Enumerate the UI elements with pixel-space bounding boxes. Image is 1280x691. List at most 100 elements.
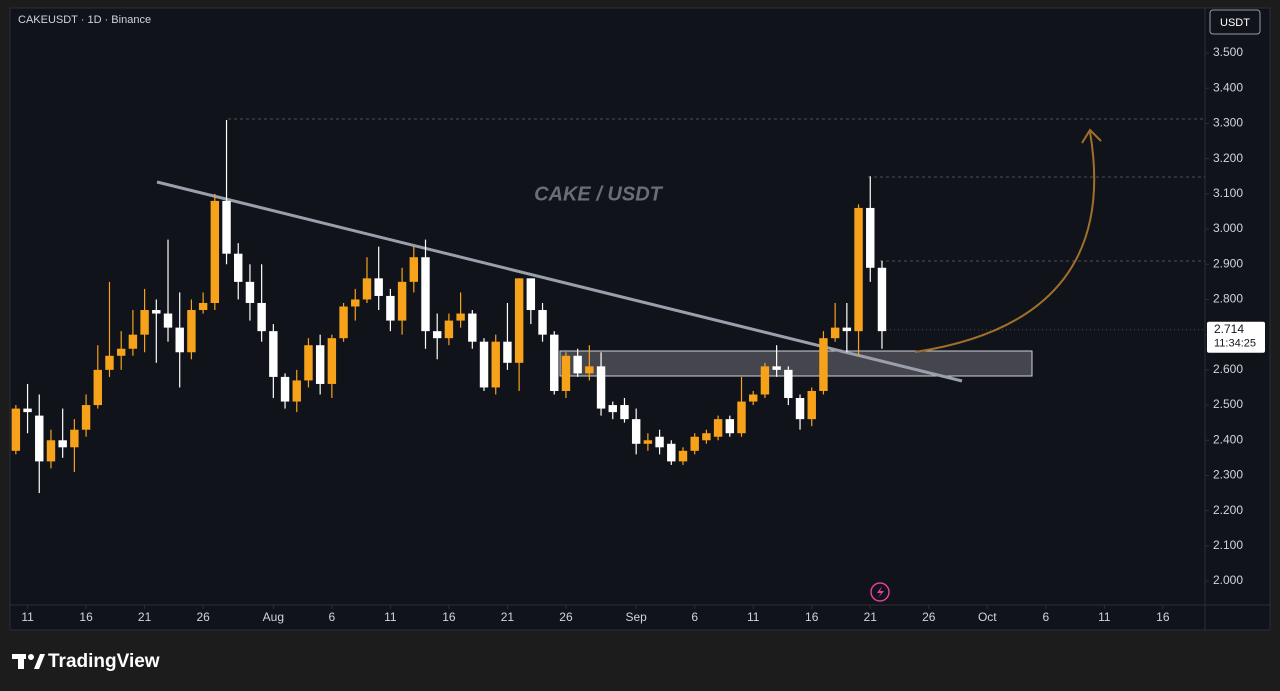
- candle-body: [866, 207, 875, 268]
- currency-label[interactable]: USDT: [1220, 17, 1250, 29]
- candle-body: [655, 436, 664, 448]
- y-tick-label: 3.400: [1213, 80, 1243, 94]
- candle-body: [116, 348, 126, 356]
- brand: TradingView: [48, 651, 160, 672]
- x-tick-label: 21: [138, 610, 152, 624]
- candle-body: [479, 341, 489, 388]
- chart-title: CAKEUSDT · 1D · Binance: [18, 14, 151, 26]
- candle-body: [749, 394, 758, 402]
- y-tick-label: 2.100: [1213, 538, 1243, 552]
- candle-body: [503, 341, 512, 363]
- candle-body: [70, 429, 79, 448]
- candle-body: [830, 327, 840, 339]
- chart-frame: [9, 7, 1271, 631]
- last-price-box: [1207, 321, 1265, 353]
- candle-body: [292, 380, 301, 402]
- candle-body: [128, 334, 138, 349]
- candle-body: [11, 408, 21, 451]
- x-tick-label: 6: [691, 610, 698, 624]
- candle-body: [643, 440, 653, 444]
- candle-body: [81, 405, 91, 430]
- y-tick-label: 2.800: [1213, 292, 1243, 306]
- y-tick-label: 2.200: [1213, 503, 1243, 517]
- candle-body: [784, 369, 793, 399]
- y-tick-label: 2.600: [1213, 362, 1243, 376]
- candle-body: [690, 436, 699, 451]
- logo-part: [18, 654, 24, 669]
- candle-body: [678, 450, 688, 462]
- candle-body: [421, 257, 430, 332]
- x-tick-label: 6: [1042, 610, 1049, 624]
- candle-body: [468, 313, 477, 342]
- projection-arrow: [914, 131, 1096, 353]
- x-tick-label: 11: [384, 610, 397, 624]
- candle-body: [140, 310, 149, 335]
- candle-body: [538, 310, 547, 335]
- candle-body: [315, 345, 325, 384]
- y-tick-label: 3.300: [1213, 116, 1243, 130]
- candle-body: [46, 440, 56, 462]
- trend-line: [156, 180, 963, 383]
- x-tick-label: 26: [559, 610, 573, 624]
- support-zone: [559, 350, 1033, 377]
- x-tick-label: 11: [21, 610, 34, 624]
- candle-body: [631, 419, 641, 444]
- candle-body: [561, 355, 571, 391]
- candle-body: [374, 278, 383, 296]
- x-tick-label: 11: [1098, 610, 1111, 624]
- candle-body: [585, 366, 594, 374]
- candle-body: [491, 341, 500, 388]
- candle-body: [163, 313, 173, 328]
- y-tick-label: 3.000: [1213, 221, 1243, 235]
- candle-body: [93, 369, 102, 406]
- candle-body: [713, 419, 723, 437]
- drawings: [156, 118, 1205, 602]
- y-tick-label: 2.000: [1213, 573, 1243, 587]
- x-tick-label: Sep: [625, 610, 647, 624]
- logo-part: [28, 654, 34, 660]
- candle-body: [550, 334, 559, 391]
- candle-body: [456, 313, 465, 321]
- candle-body: [23, 408, 32, 413]
- candle-body: [58, 440, 67, 448]
- candle-body: [409, 257, 419, 282]
- candle-body: [854, 207, 863, 332]
- candle-body: [210, 200, 220, 303]
- candle-body: [772, 366, 781, 370]
- x-tick-label: 26: [196, 610, 210, 624]
- countdown: 11:34:25: [1214, 338, 1256, 350]
- candle-body: [432, 331, 442, 339]
- y-tick-label: 3.100: [1213, 186, 1243, 200]
- candle-body: [245, 281, 255, 303]
- y-tick-label: 2.900: [1213, 256, 1243, 270]
- candle-body: [620, 405, 629, 420]
- candle-body: [842, 327, 852, 332]
- candle-body: [526, 278, 536, 311]
- candle-body: [386, 295, 395, 321]
- x-tick-label: 21: [864, 610, 878, 624]
- arrow-head: [1081, 128, 1102, 144]
- candle-body: [105, 355, 114, 370]
- candle-body: [667, 443, 676, 462]
- x-tick-label: 16: [1156, 610, 1170, 624]
- candle-body: [351, 299, 360, 307]
- candle-body: [819, 338, 828, 391]
- candle-body: [760, 366, 770, 395]
- candle-body: [234, 253, 243, 282]
- candle-body: [304, 345, 313, 381]
- candle-body: [702, 433, 711, 441]
- candles: [11, 119, 887, 494]
- candle-body: [152, 310, 161, 314]
- candle-body: [725, 419, 735, 434]
- candle-body: [608, 405, 617, 413]
- candle-body: [596, 366, 606, 409]
- candle-body: [737, 401, 746, 434]
- candle-body: [444, 320, 454, 339]
- candle-body: [280, 376, 290, 402]
- x-tick-label: 16: [805, 610, 819, 624]
- x-tick-label: Aug: [263, 610, 284, 624]
- event-icon[interactable]: [870, 582, 890, 602]
- currency-button[interactable]: [1209, 9, 1261, 35]
